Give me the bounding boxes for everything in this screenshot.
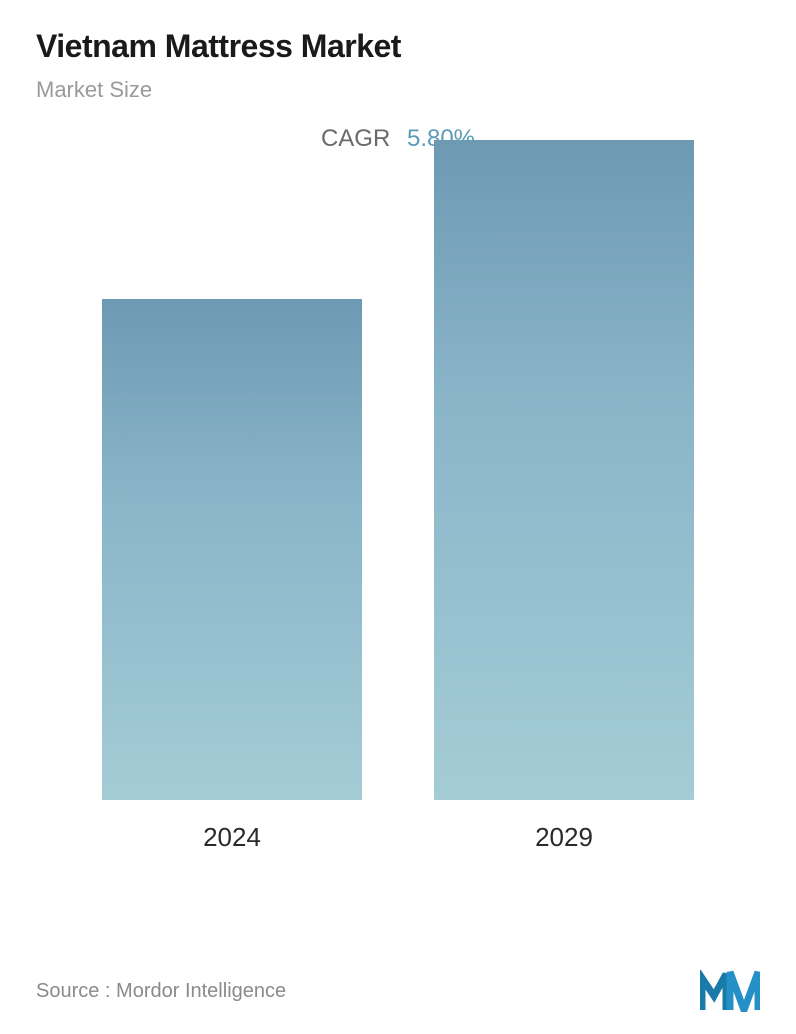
chart-title: Vietnam Mattress Market xyxy=(36,28,760,65)
brand-logo-icon xyxy=(700,970,760,1012)
source-text: Source : Mordor Intelligence xyxy=(36,980,286,1003)
bar-1 xyxy=(434,140,694,800)
chart-subtitle: Market Size xyxy=(36,77,760,103)
chart-area: 2024 2029 xyxy=(36,193,760,853)
bar-wrapper-1: 2029 xyxy=(434,140,694,853)
cagr-label: CAGR xyxy=(321,125,390,152)
bar-label-0: 2024 xyxy=(203,822,261,853)
footer: Source : Mordor Intelligence xyxy=(36,970,760,1012)
bar-label-1: 2029 xyxy=(535,822,593,853)
bar-0 xyxy=(102,299,362,800)
bar-wrapper-0: 2024 xyxy=(102,299,362,853)
